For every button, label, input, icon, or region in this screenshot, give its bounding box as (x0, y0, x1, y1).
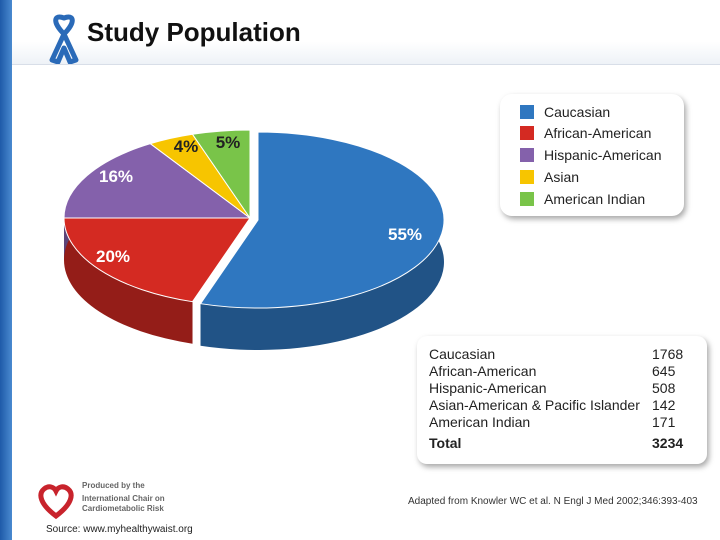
row-value: 142 (652, 397, 676, 413)
page-title: Study Population (87, 17, 301, 47)
heart-logo-icon (38, 484, 74, 520)
legend-swatch (520, 148, 534, 162)
pie-slice (63, 143, 252, 219)
row-name: African-American (429, 363, 537, 379)
row-value: 1768 (652, 346, 684, 362)
pie-slice (199, 131, 445, 309)
table-row: Asian-American & Pacific Islander 142 (429, 397, 699, 414)
pie-slice (63, 217, 251, 303)
header-bar (12, 8, 720, 65)
population-table: Caucasian 1768 African-American 645 Hisp… (417, 336, 707, 464)
legend-item-african-american: African-American (520, 124, 651, 142)
table-row: Caucasian 1768 (429, 346, 699, 363)
pie-slice-label: 16% (99, 167, 133, 186)
legend-label: American Indian (544, 191, 646, 207)
logo-line3: Cardiometabolic Risk (82, 504, 164, 513)
row-value: 645 (652, 363, 676, 379)
pie-slice-label: 5% (216, 133, 241, 152)
row-name: Asian-American & Pacific Islander (429, 397, 640, 413)
legend-item-american-indian: American Indian (520, 190, 645, 208)
row-name: Hispanic-American (429, 380, 547, 396)
chart-legend: Caucasian African-American Hispanic-Amer… (500, 94, 684, 216)
legend-label: Hispanic-American (544, 147, 662, 163)
row-value: 171 (652, 414, 676, 430)
awareness-ribbon-icon (49, 14, 79, 64)
row-value: 508 (652, 380, 676, 396)
pie-slice-side (64, 218, 193, 344)
table-row: African-American 645 (429, 363, 699, 380)
pie-slice-label: 4% (174, 137, 199, 156)
legend-swatch (520, 105, 534, 119)
legend-item-hispanic-american: Hispanic-American (520, 146, 661, 164)
total-value: 3234 (652, 435, 684, 451)
row-name: Caucasian (429, 346, 496, 362)
source-credit: Source: www.myhealthywaist.org (46, 524, 193, 535)
legend-label: African-American (544, 125, 652, 141)
total-label: Total (429, 435, 462, 451)
legend-item-asian: Asian (520, 168, 579, 186)
legend-swatch (520, 192, 534, 206)
logo-line1: Produced by the (82, 481, 145, 490)
logo-line2: International Chair on (82, 494, 165, 503)
citation: Adapted from Knowler WC et al. N Engl J … (408, 496, 698, 507)
table-row: Hispanic-American 508 (429, 380, 699, 397)
legend-swatch (520, 126, 534, 140)
row-name: American Indian (429, 414, 531, 430)
table-row: American Indian 171 (429, 414, 699, 431)
legend-label: Asian (544, 169, 580, 185)
pie-slice-label: 20% (96, 247, 130, 266)
pie-slice-label: 55% (388, 225, 422, 244)
left-accent-bar (0, 0, 12, 540)
legend-swatch (520, 170, 534, 184)
legend-item-caucasian: Caucasian (520, 103, 610, 121)
table-total-row: Total 3234 (429, 435, 699, 452)
pie-slice (191, 129, 251, 220)
icc-logo: Produced by the International Chair on C… (38, 481, 165, 520)
legend-label: Caucasian (544, 104, 611, 120)
